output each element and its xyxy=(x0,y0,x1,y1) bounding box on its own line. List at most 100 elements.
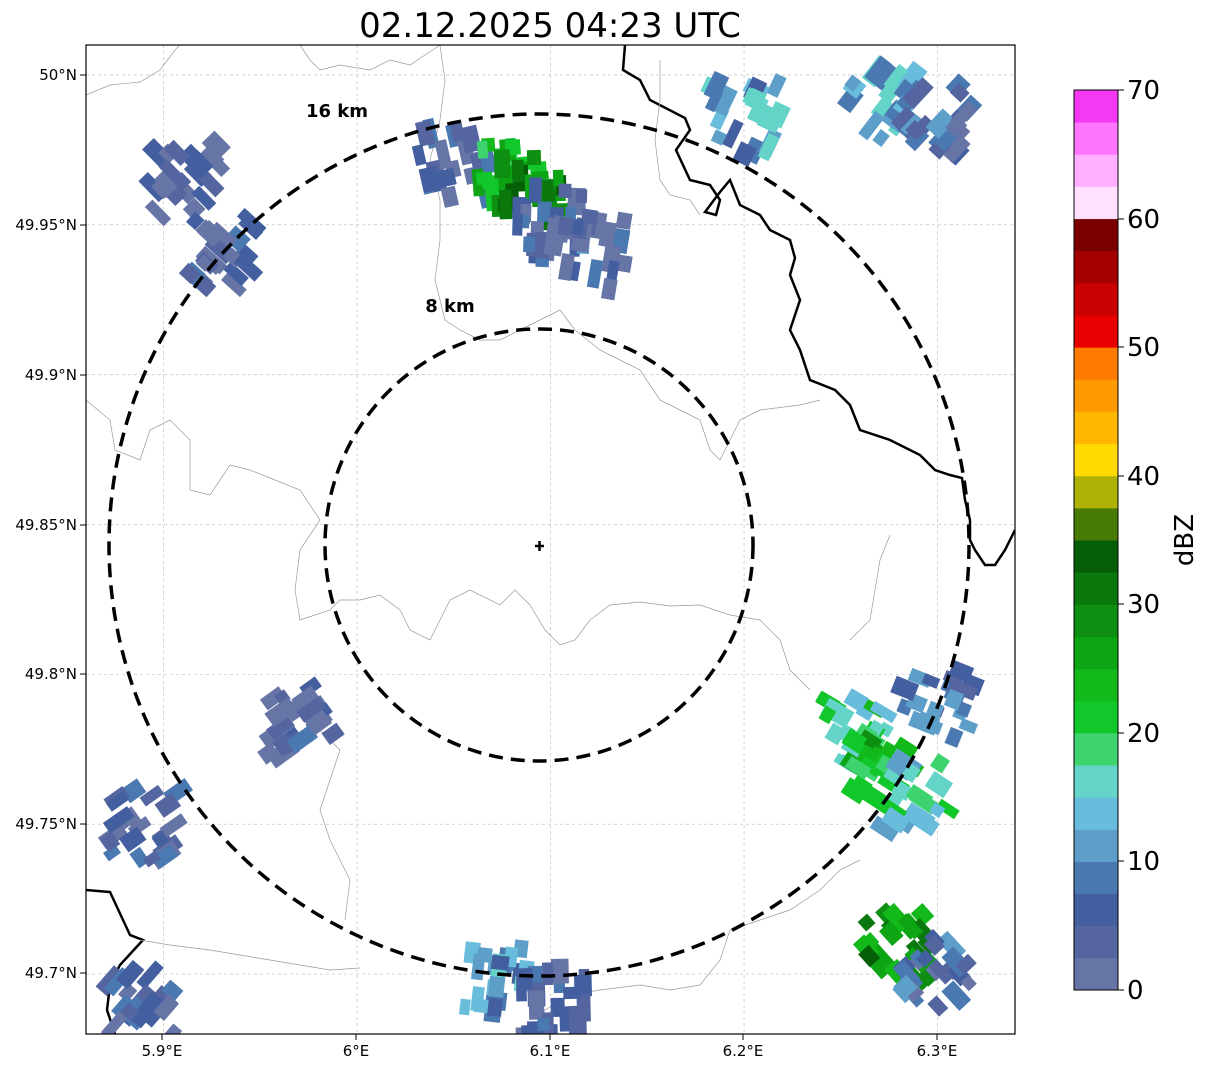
colorbar-bin xyxy=(1074,186,1118,220)
reflectivity-gate xyxy=(924,771,954,799)
reflectivity-gate xyxy=(571,218,585,236)
reflectivity-gate xyxy=(766,73,787,98)
reflectivity-gate xyxy=(818,705,837,725)
reflectivity-gate xyxy=(558,252,575,282)
reflectivity-gate xyxy=(732,141,757,168)
colorbar-ticks: 0 10 20 30 40 50 60 70 xyxy=(1118,76,1160,1006)
colorbar-bin xyxy=(1074,411,1118,445)
reflectivity-gate xyxy=(449,121,466,142)
reflectivity-gate xyxy=(528,177,543,203)
reflectivity-gate xyxy=(928,958,954,985)
reflectivity-gate xyxy=(722,118,744,149)
reflectivity-gate xyxy=(947,678,978,701)
reflectivity-gate xyxy=(440,185,460,208)
colorbar-bin xyxy=(1074,829,1118,862)
colorbar: 0 10 20 30 40 50 60 70 dBZ xyxy=(1073,76,1200,1006)
y-tick-label: 49.9°N xyxy=(25,366,77,384)
colorbar-bin xyxy=(1074,765,1118,798)
reflectivity-gate xyxy=(958,717,979,735)
reflectivity-gate xyxy=(139,784,165,807)
reflectivity-gate xyxy=(615,211,633,230)
reflectivity-gate xyxy=(131,1001,158,1029)
range-ring-8km xyxy=(323,327,755,763)
reflectivity-gate xyxy=(929,753,951,774)
reflectivity-gate xyxy=(476,140,489,159)
colorbar-bin xyxy=(1074,122,1118,155)
reflectivity-gate xyxy=(144,199,172,227)
reflectivity-gate xyxy=(238,216,264,240)
colorbar-bin xyxy=(1074,315,1118,348)
reflectivity-gate xyxy=(100,1011,128,1034)
reflectivity-gate xyxy=(949,82,970,103)
reflectivity-gate xyxy=(521,1025,536,1034)
colorbar-bin xyxy=(1074,379,1118,412)
reflectivity-gate xyxy=(490,954,510,971)
reflectivity-gate xyxy=(898,110,922,136)
x-axis-ticks: 5.9°E 6°E 6.1°E 6.2°E 6.3°E xyxy=(142,1034,957,1060)
reflectivity-gate xyxy=(857,729,883,752)
reflectivity-gate xyxy=(943,135,971,164)
reflectivity-gate xyxy=(197,170,225,198)
colorbar-bin xyxy=(1074,475,1118,509)
reflectivity-gate xyxy=(103,844,121,862)
reflectivity-gate xyxy=(843,688,869,713)
range-ring-label-16km: 16 km xyxy=(306,101,368,122)
reflectivity-gate xyxy=(105,791,130,812)
reflectivity-gate xyxy=(515,968,533,991)
reflectivity-gate xyxy=(844,755,872,780)
y-axis-ticks: 50°N 49.95°N 49.9°N 49.85°N 49.8°N 49.75… xyxy=(15,66,86,982)
reflectivity-gate xyxy=(921,673,941,689)
colorbar-label: dBZ xyxy=(1170,514,1200,566)
colorbar-bin xyxy=(1074,507,1118,541)
reflectivity-gate xyxy=(928,802,946,819)
reflectivity-gate xyxy=(537,1017,550,1031)
colorbar-bin xyxy=(1074,90,1118,123)
reflectivity-gate xyxy=(191,185,217,211)
reflectivity-gate xyxy=(154,792,182,818)
y-tick-label: 49.95°N xyxy=(15,216,77,234)
reflectivity-gate xyxy=(923,934,945,956)
colorbar-bin xyxy=(1074,443,1118,477)
reflectivity-gate xyxy=(459,998,471,1016)
colorbar-tick-label: 0 xyxy=(1127,976,1144,1006)
reflectivity-gate xyxy=(265,714,296,741)
reflectivity-gate xyxy=(197,219,225,248)
colorbar-tick-label: 10 xyxy=(1127,847,1160,877)
radar-site-marker xyxy=(535,541,544,551)
colorbar-bin xyxy=(1074,540,1118,573)
reflectivity-gate xyxy=(200,144,225,169)
reflectivity-gate xyxy=(291,685,321,714)
reflectivity-gate xyxy=(883,63,909,92)
reflectivity-gate xyxy=(550,958,569,984)
reflectivity-gate xyxy=(296,696,327,723)
colorbar-tick-label: 60 xyxy=(1127,205,1160,235)
reflectivity-gate xyxy=(897,913,924,940)
reflectivity-gate xyxy=(872,129,890,147)
reflectivity-gate xyxy=(955,953,977,975)
colorbar-bin xyxy=(1074,218,1118,252)
reflectivity-gate xyxy=(493,149,511,179)
reflectivity-gate xyxy=(703,70,730,102)
reflectivity-gate xyxy=(102,806,135,834)
colorbar-bin xyxy=(1074,604,1118,637)
reflectivity-gate xyxy=(918,965,939,987)
reflectivity-gate xyxy=(129,846,150,869)
y-tick-label: 50°N xyxy=(39,66,77,84)
reflectivity-gate xyxy=(142,850,161,868)
reflectivity-gate xyxy=(151,830,169,848)
map-panel: 16 km 8 km 50°N 49.95°N 49.9°N 49.85°N 4… xyxy=(15,44,1016,1060)
reflectivity-gate xyxy=(892,959,921,988)
reflectivity-gate xyxy=(955,700,972,718)
reflectivity-gate xyxy=(164,139,191,167)
colorbar-bin xyxy=(1074,636,1118,670)
reflectivity-gate xyxy=(487,975,506,998)
reflectivity-gate xyxy=(892,736,919,761)
colorbar-bin xyxy=(1074,957,1118,991)
reflectivity-gate xyxy=(223,225,251,253)
reflectivity-gate xyxy=(893,78,914,101)
reflectivity-gate xyxy=(511,159,524,183)
colorbar-bin xyxy=(1074,893,1118,927)
reflectivity-gate xyxy=(136,960,164,990)
reflectivity-gate xyxy=(435,167,457,189)
y-tick-label: 49.8°N xyxy=(25,665,77,683)
